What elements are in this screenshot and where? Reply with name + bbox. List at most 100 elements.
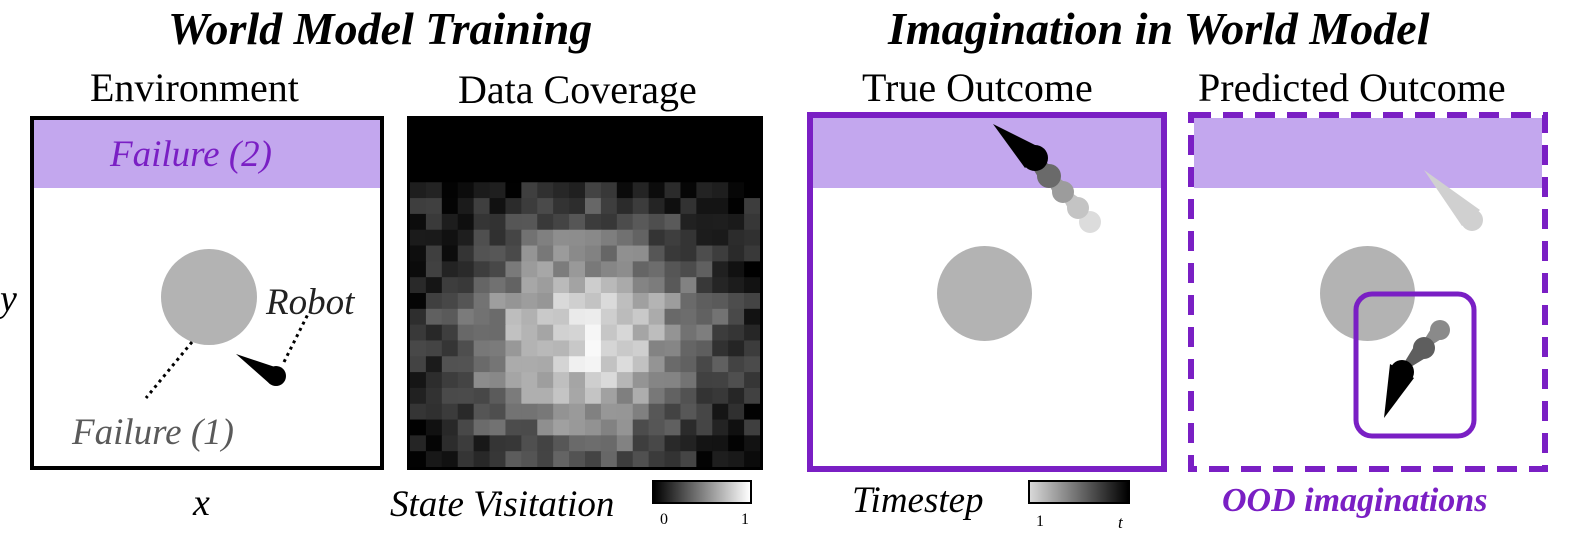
heatmap-cell xyxy=(744,119,760,136)
heatmap-cell xyxy=(616,308,634,326)
heatmap-cell xyxy=(648,387,666,405)
robot-label: Robot xyxy=(266,282,355,323)
heatmap-cell xyxy=(728,403,745,421)
heatmap-cell xyxy=(648,435,666,452)
heatmap-cell xyxy=(521,340,538,357)
heatmap-cell xyxy=(457,134,475,152)
heatmap-cell xyxy=(648,340,666,357)
heatmap-cell xyxy=(744,308,760,326)
heatmap-cell xyxy=(505,166,522,183)
heatmap-cell xyxy=(425,182,443,199)
heatmap-cell xyxy=(585,166,602,183)
environment-overlay xyxy=(144,311,311,399)
heatmap-cell xyxy=(712,324,729,342)
heatmap-cell xyxy=(441,372,459,389)
heatmap-cell xyxy=(441,451,459,467)
heatmap-cell xyxy=(680,213,697,231)
heatmap-cell xyxy=(537,213,554,231)
heatmap-cell xyxy=(521,198,538,215)
heatmap-cell xyxy=(680,324,697,342)
heatmap-cell xyxy=(457,435,475,452)
heatmap-cell xyxy=(489,261,507,278)
heatmap-cell xyxy=(553,451,570,467)
heatmap-cell xyxy=(600,134,618,152)
heatmap-cell xyxy=(489,166,507,183)
heatmap-cell xyxy=(648,293,666,310)
heatmap-cell xyxy=(696,150,713,168)
heatmap-cell xyxy=(569,293,586,310)
heatmap-cell xyxy=(585,324,602,342)
heatmap-cell xyxy=(632,451,650,467)
heatmap-cell xyxy=(489,419,507,436)
heatmap-cell xyxy=(473,213,491,231)
heatmap-cell xyxy=(728,340,745,357)
heatmap-cell xyxy=(632,387,650,405)
heatmap-cell xyxy=(744,150,760,168)
heatmap-cell xyxy=(537,277,554,294)
heatmap-cell xyxy=(696,119,713,136)
heatmap-cell xyxy=(728,451,745,467)
heatmap-cell xyxy=(425,387,443,405)
heatmap-cell xyxy=(505,356,522,373)
ood-robot-step-3 xyxy=(1384,360,1414,418)
environment-panel: Failure (2) Robot Failure (1) xyxy=(30,116,384,470)
failure2-label: Failure (2) xyxy=(110,134,273,175)
heatmap-cell xyxy=(632,293,650,310)
heatmap-cell xyxy=(632,134,650,152)
heatmap-cell xyxy=(712,419,729,436)
heatmap-cell xyxy=(680,182,697,199)
heatmap-cell xyxy=(441,134,459,152)
heatmap-cell xyxy=(696,451,713,467)
heatmap-cell xyxy=(585,356,602,373)
heatmap-cell xyxy=(600,403,618,421)
heatmap-cell xyxy=(632,166,650,183)
heatmap-cell xyxy=(441,213,459,231)
heatmap-cell xyxy=(553,166,570,183)
heatmap-cell xyxy=(728,182,745,199)
heatmap-cell xyxy=(521,134,538,152)
heatmap-cell xyxy=(585,387,602,405)
heatmap-cell xyxy=(696,356,713,373)
heatmap-cell xyxy=(425,356,443,373)
heatmap-cell xyxy=(569,387,586,405)
heatmap-cell xyxy=(744,182,760,199)
heatmap-cell xyxy=(505,387,522,405)
heatmap-cell xyxy=(696,308,713,326)
heatmap-cell xyxy=(744,293,760,310)
heatmap-cell xyxy=(441,356,459,373)
heatmap-cell xyxy=(616,372,634,389)
heatmap-cell xyxy=(744,213,760,231)
heatmap-cell xyxy=(712,166,729,183)
heatmap-cell xyxy=(632,245,650,262)
heatmap-cell xyxy=(744,261,760,278)
heatmap-cell xyxy=(585,182,602,199)
heatmap-cell xyxy=(648,182,666,199)
heatmap-cell xyxy=(473,150,491,168)
heatmap-cell xyxy=(505,403,522,421)
heatmap-cell xyxy=(600,435,618,452)
heatmap-cell xyxy=(569,229,586,247)
heatmap-cell xyxy=(553,308,570,326)
heatmap-cell xyxy=(425,166,443,183)
heatmap-cell xyxy=(600,150,618,168)
state-visitation-heatmap xyxy=(410,119,760,467)
heatmap-cell xyxy=(457,403,475,421)
heatmap-cell xyxy=(569,213,586,231)
heatmap-cell xyxy=(553,403,570,421)
heatmap-cell xyxy=(664,119,682,136)
heatmap-cell xyxy=(616,277,634,294)
heatmap-cell xyxy=(696,229,713,247)
heatmap-cell xyxy=(505,308,522,326)
heatmap-cell xyxy=(410,403,427,421)
heatmap-cell xyxy=(616,293,634,310)
heatmap-cell xyxy=(600,261,618,278)
heatmap-cell xyxy=(473,261,491,278)
heatmap-cell xyxy=(569,166,586,183)
heatmap-cell xyxy=(425,419,443,436)
heatmap-cell xyxy=(616,182,634,199)
heatmap-cell xyxy=(569,451,586,467)
heatmap-cell xyxy=(473,229,491,247)
heatmap-cell xyxy=(632,356,650,373)
heatmap-cell xyxy=(616,340,634,357)
heatmap-cell xyxy=(553,419,570,436)
